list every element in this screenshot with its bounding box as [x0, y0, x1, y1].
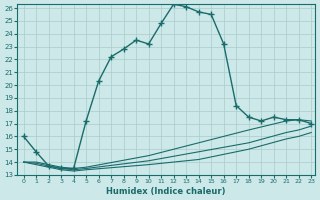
X-axis label: Humidex (Indice chaleur): Humidex (Indice chaleur) — [106, 187, 226, 196]
